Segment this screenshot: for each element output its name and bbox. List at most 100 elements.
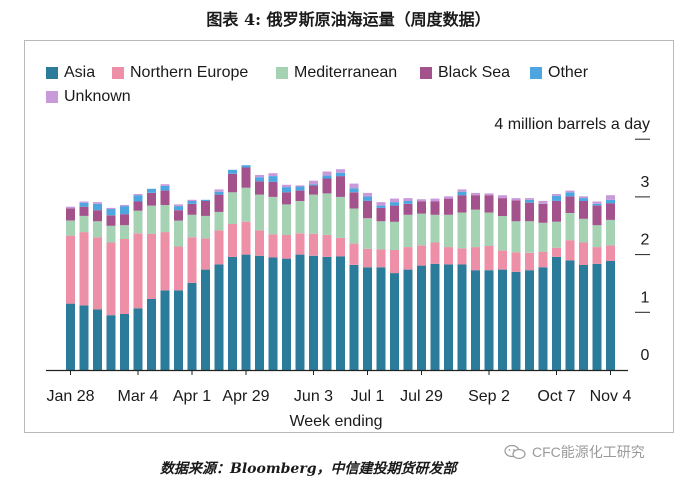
bar-black-sea-6	[147, 192, 156, 206]
bar-other-37	[565, 192, 575, 197]
bar-asia-6	[147, 299, 156, 370]
bar-unknown-29	[457, 189, 467, 192]
bar-asia-8	[174, 290, 183, 370]
bar-unknown-16	[282, 184, 291, 188]
bar-mediterranean-9	[187, 214, 197, 238]
bar-asia-5	[133, 308, 143, 370]
bar-black-sea-24	[390, 205, 399, 222]
bar-northern-europe-40	[606, 245, 615, 261]
x-tick-label: Jul 29	[400, 388, 443, 405]
bar-northern-europe-36	[552, 247, 561, 257]
unit-label: 4 million barrels a day	[494, 116, 650, 133]
x-tick-label: Jun 3	[294, 388, 333, 405]
bar-other-12	[228, 169, 237, 174]
bar-black-sea-22	[363, 200, 372, 219]
bar-unknown-40	[606, 195, 615, 200]
bar-black-sea-30	[471, 195, 480, 210]
bar-black-sea-11	[214, 194, 224, 212]
bar-other-4	[120, 206, 129, 215]
bar-black-sea-5	[133, 201, 143, 211]
bar-unknown-27	[430, 198, 440, 202]
bar-northern-europe-4	[120, 239, 129, 314]
legend-item-other: Other	[530, 64, 588, 82]
bar-asia-37	[565, 260, 575, 370]
bar-asia-21	[349, 265, 359, 370]
bar-mediterranean-19	[322, 193, 332, 235]
bar-black-sea-8	[174, 210, 183, 221]
bar-mediterranean-38	[579, 218, 588, 243]
bar-mediterranean-21	[349, 208, 359, 244]
bar-northern-europe-19	[322, 235, 332, 257]
bar-asia-12	[228, 256, 237, 370]
bar-unknown-28	[444, 196, 453, 199]
bar-mediterranean-34	[525, 221, 534, 253]
x-tick-label: Sep 2	[468, 388, 510, 405]
bar-asia-31	[484, 270, 494, 370]
bar-mediterranean-18	[309, 194, 318, 234]
bar-other-18	[309, 184, 318, 186]
bar-mediterranean-17	[295, 200, 305, 234]
bar-unknown-8	[174, 204, 183, 207]
legend-item-black-sea: Black Sea	[420, 64, 510, 82]
bar-mediterranean-8	[174, 220, 183, 247]
bar-other-6	[147, 188, 156, 193]
bar-black-sea-7	[160, 190, 170, 205]
bar-northern-europe-14	[255, 230, 264, 256]
bar-mediterranean-0	[66, 220, 75, 236]
bar-northern-europe-28	[444, 247, 453, 265]
bar-unknown-14	[255, 175, 264, 178]
bar-other-40	[606, 199, 615, 204]
bar-unknown-26	[417, 199, 426, 202]
bar-unknown-33	[511, 198, 521, 201]
bar-asia-7	[160, 290, 170, 370]
bar-black-sea-1	[79, 206, 89, 216]
bar-mediterranean-1	[79, 215, 89, 233]
bar-northern-europe-24	[390, 250, 399, 274]
bar-unknown-20	[336, 169, 345, 173]
bar-mediterranean-29	[457, 212, 467, 249]
bar-asia-26	[417, 265, 426, 370]
bar-other-14	[255, 177, 264, 182]
y-tick-label: 1	[641, 289, 650, 306]
bar-asia-18	[309, 255, 318, 370]
bar-black-sea-15	[268, 181, 278, 197]
bar-asia-16	[282, 258, 291, 370]
bar-other-3	[106, 209, 116, 216]
bar-black-sea-14	[255, 181, 264, 195]
bar-mediterranean-26	[417, 213, 426, 246]
bar-mediterranean-10	[201, 215, 210, 239]
bar-other-34	[525, 199, 534, 203]
bar-northern-europe-5	[133, 233, 143, 309]
bar-asia-33	[511, 271, 521, 370]
bar-other-7	[160, 185, 170, 191]
legend-label: Northern Europe	[130, 64, 249, 81]
bar-other-25	[403, 200, 413, 204]
bar-mediterranean-33	[511, 221, 521, 253]
bar-asia-24	[390, 273, 399, 370]
bar-unknown-23	[376, 202, 386, 206]
bar-northern-europe-22	[363, 248, 372, 268]
bar-northern-europe-6	[147, 233, 156, 299]
bar-asia-30	[471, 270, 480, 370]
bar-mediterranean-6	[147, 205, 156, 234]
y-tick-label: 2	[641, 232, 650, 249]
bar-black-sea-18	[309, 185, 318, 195]
bar-other-1	[79, 202, 89, 207]
bar-unknown-19	[322, 171, 332, 176]
bar-northern-europe-26	[417, 245, 426, 266]
bar-other-9	[187, 200, 197, 204]
bar-unknown-22	[363, 192, 372, 197]
bar-unknown-18	[309, 180, 318, 185]
bar-mediterranean-36	[552, 221, 561, 248]
bar-unknown-0	[66, 206, 75, 209]
bar-mediterranean-27	[430, 214, 440, 243]
bar-asia-32	[498, 269, 507, 370]
x-tick-label: Oct 7	[537, 388, 575, 405]
bar-black-sea-38	[579, 200, 588, 219]
bar-northern-europe-3	[106, 242, 116, 316]
bar-asia-4	[120, 314, 129, 370]
x-tick-label: Jan 28	[46, 388, 94, 405]
bar-other-17	[295, 186, 305, 191]
bar-mediterranean-37	[565, 213, 575, 241]
bar-black-sea-13	[241, 167, 251, 188]
